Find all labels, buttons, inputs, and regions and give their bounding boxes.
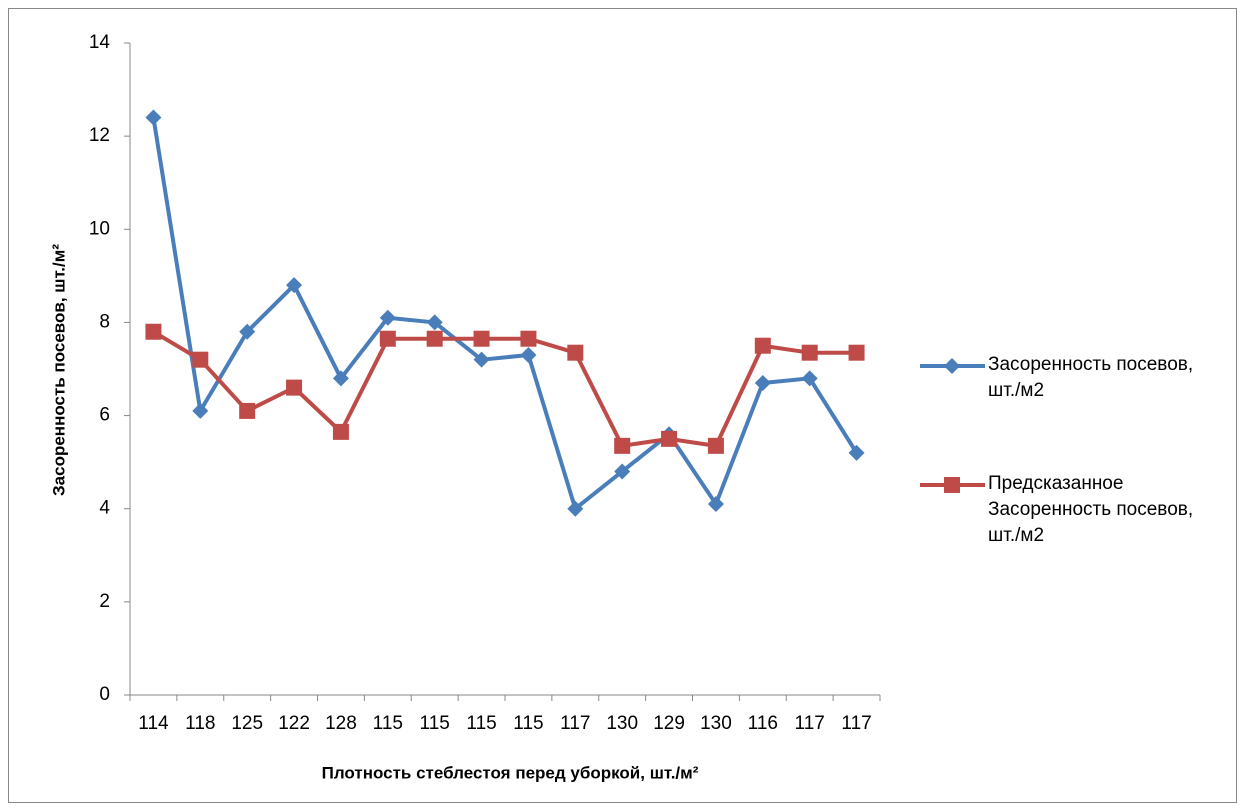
y-tick-label: 8 (99, 311, 110, 332)
marker (614, 437, 631, 454)
x-tick-label: 122 (278, 713, 310, 734)
marker (707, 496, 724, 513)
marker (801, 344, 818, 361)
x-tick-label: 130 (700, 713, 732, 734)
series-line (152, 330, 857, 448)
x-tick-label: 117 (795, 713, 825, 734)
marker (239, 402, 256, 419)
y-tick-label: 2 (99, 591, 110, 612)
marker (379, 309, 396, 326)
marker (848, 444, 865, 461)
x-tick-label: 114 (138, 713, 169, 734)
marker (944, 477, 960, 493)
marker (707, 437, 724, 454)
marker (426, 330, 443, 347)
x-tick-label: 115 (373, 713, 403, 734)
marker (145, 323, 162, 340)
y-tick-label: 10 (89, 218, 110, 239)
marker (848, 344, 865, 361)
marker (567, 500, 584, 517)
x-tick-label: 116 (748, 713, 778, 734)
marker (239, 323, 256, 340)
marker (520, 347, 537, 364)
marker (473, 351, 490, 368)
marker (379, 330, 396, 347)
x-tick-label: 115 (513, 713, 543, 734)
marker (567, 344, 584, 361)
marker (192, 402, 209, 419)
marker (614, 463, 631, 480)
x-tick-label: 128 (325, 713, 357, 734)
marker (426, 314, 443, 331)
y-axis-title: Засоренность посевов, шт./м² (49, 244, 68, 496)
marker (192, 351, 209, 368)
y-tick-label: 6 (99, 405, 110, 426)
x-tick-label: 130 (606, 713, 638, 734)
y-tick-label: 14 (89, 32, 111, 53)
chart-border (8, 8, 1237, 803)
marker (661, 430, 678, 447)
marker (520, 330, 537, 347)
series-line (151, 117, 859, 511)
x-tick-label: 117 (841, 713, 871, 734)
x-tick-label: 125 (231, 713, 263, 734)
marker (754, 337, 771, 354)
marker (944, 358, 960, 374)
y-tick-label: 4 (99, 498, 110, 519)
marker (145, 109, 162, 126)
legend-label: Засоренность посевов, шт./м2 (988, 354, 1194, 401)
y-tick-label: 0 (99, 684, 110, 705)
legend-label: Предсказанное Засоренность посевов, шт./… (988, 473, 1194, 546)
x-tick-label: 117 (560, 713, 590, 734)
marker (332, 423, 349, 440)
y-tick-label: 12 (89, 125, 110, 146)
marker (286, 379, 303, 396)
marker (754, 374, 771, 391)
x-tick-label: 115 (466, 713, 496, 734)
marker (801, 370, 818, 387)
x-tick-label: 118 (185, 713, 215, 734)
marker (332, 370, 349, 387)
x-axis-title: Плотность стеблестоя перед уборкой, шт./… (322, 763, 699, 782)
x-tick-label: 115 (420, 713, 450, 734)
marker (473, 330, 490, 347)
x-tick-label: 129 (653, 713, 685, 734)
marker (286, 277, 303, 294)
